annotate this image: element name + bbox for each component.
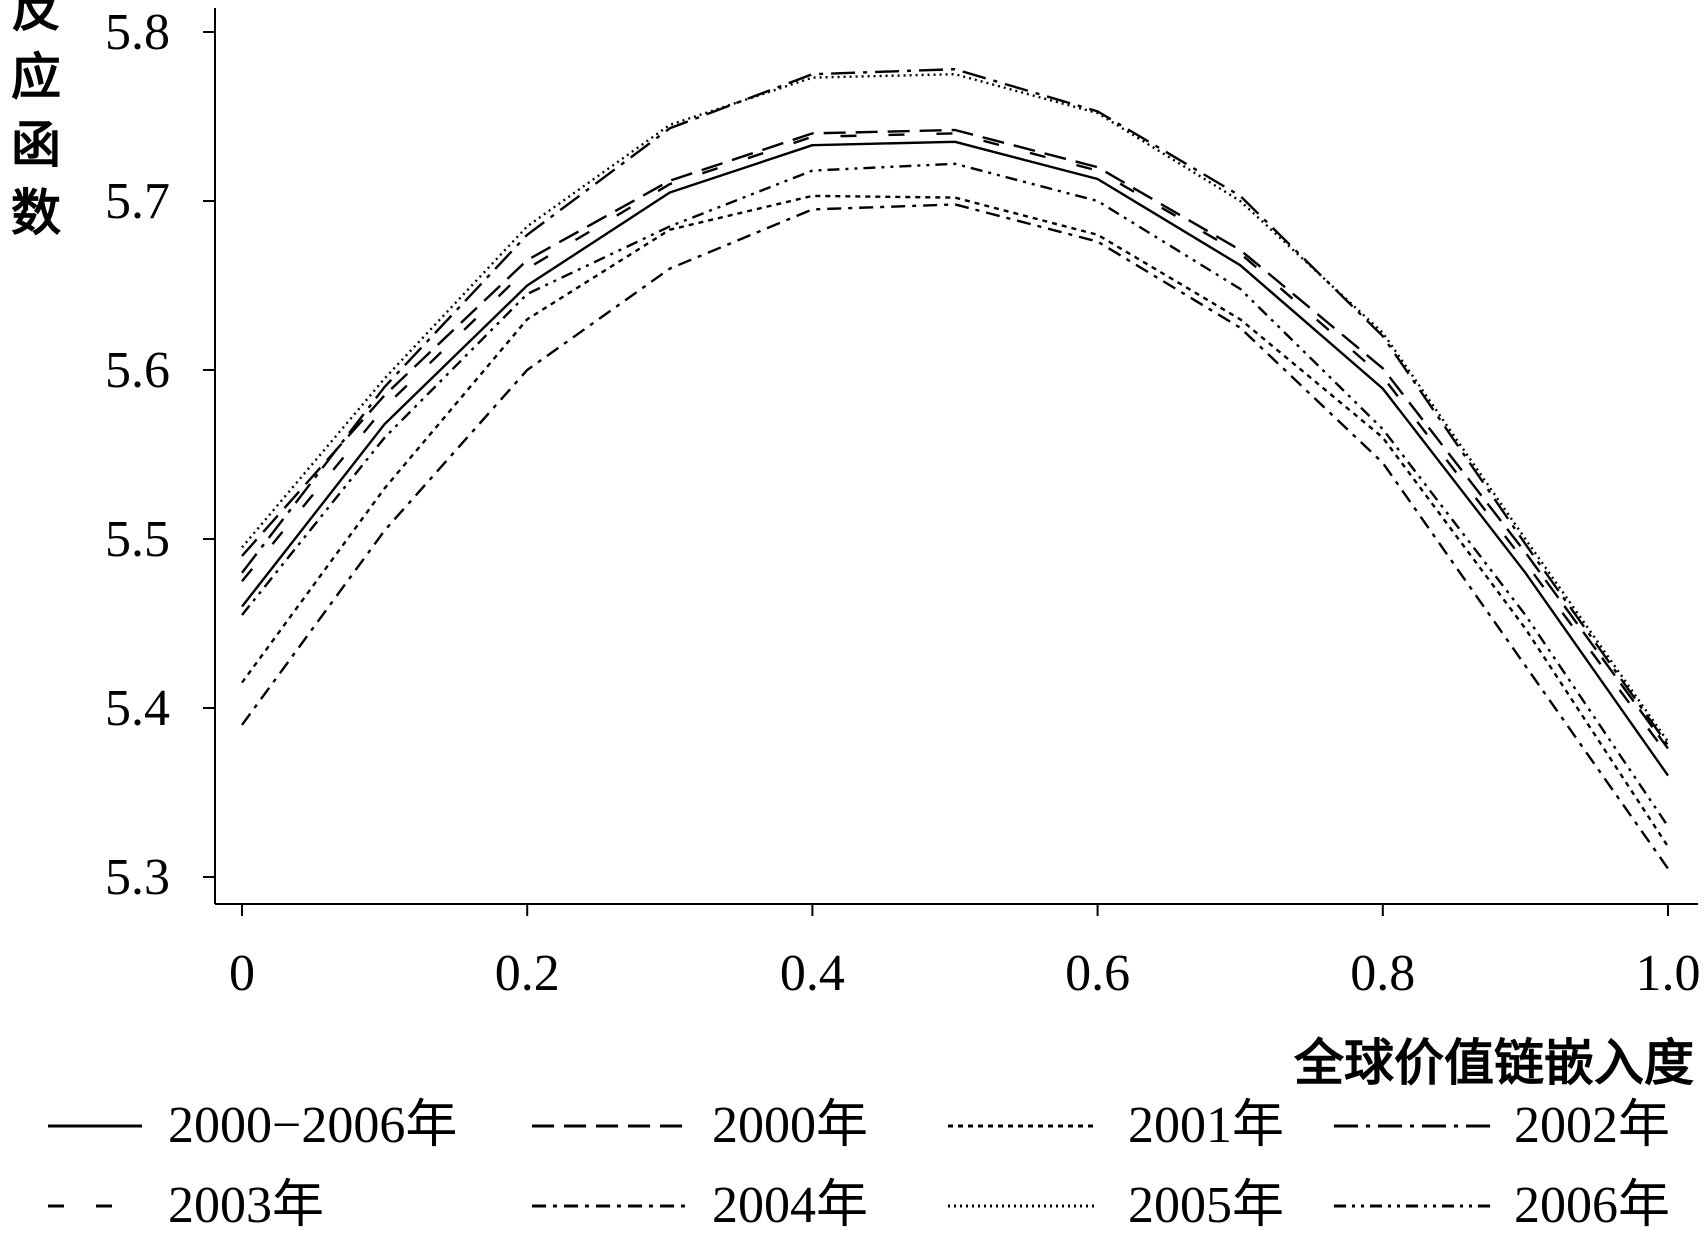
y-ticks: 5.3 5.4 5.5 5.6 5.7 5.8 xyxy=(105,4,215,906)
x-tick-label: 0.4 xyxy=(780,945,845,1002)
series-line-4 xyxy=(241,132,1669,757)
legend-label-7: 2006年 xyxy=(1514,1177,1670,1234)
y-tick-label: 5.5 xyxy=(105,511,170,568)
legend-label-0: 2000−2006年 xyxy=(168,1097,457,1154)
series-line-0 xyxy=(241,140,1669,777)
x-tick-label: 0.2 xyxy=(495,945,560,1002)
x-tick-label: 1.0 xyxy=(1636,945,1701,1002)
y-tick-label: 5.3 xyxy=(105,849,170,906)
x-tick-label: 0.8 xyxy=(1350,945,1415,1002)
series-line-5 xyxy=(241,203,1669,870)
legend: 2000−2006年 2000年 2001年 2002年 2003年 2004年 2005年… xyxy=(48,1097,1670,1234)
legend-label-4: 2003年 xyxy=(168,1177,324,1234)
y-tick-label: 5.8 xyxy=(105,4,170,61)
legend-label-5: 2004年 xyxy=(712,1177,868,1234)
x-tick-label: 0 xyxy=(229,945,255,1002)
legend-label-3: 2002年 xyxy=(1514,1097,1670,1154)
plot-lines xyxy=(241,67,1670,870)
x-ticks: 0 0.2 0.4 0.6 0.8 1.0 xyxy=(229,904,1701,1002)
y-axis-title: 剂量反应函数 xyxy=(3,0,61,254)
y-tick-label: 5.7 xyxy=(105,173,170,230)
legend-label-6: 2005年 xyxy=(1128,1177,1284,1234)
axes xyxy=(214,8,1698,905)
x-axis-title: 全球价值链嵌入度 xyxy=(1293,1034,1694,1092)
legend-label-2: 2001年 xyxy=(1128,1097,1284,1154)
series-line-6 xyxy=(241,72,1669,743)
series-line-7 xyxy=(241,162,1669,827)
x-tick-label: 0.6 xyxy=(1065,945,1130,1002)
legend-label-1: 2000年 xyxy=(712,1097,868,1154)
series-line-3 xyxy=(241,67,1669,746)
y-tick-label: 5.6 xyxy=(105,342,170,399)
series-line-1 xyxy=(241,128,1669,750)
y-tick-label: 5.4 xyxy=(105,680,170,737)
